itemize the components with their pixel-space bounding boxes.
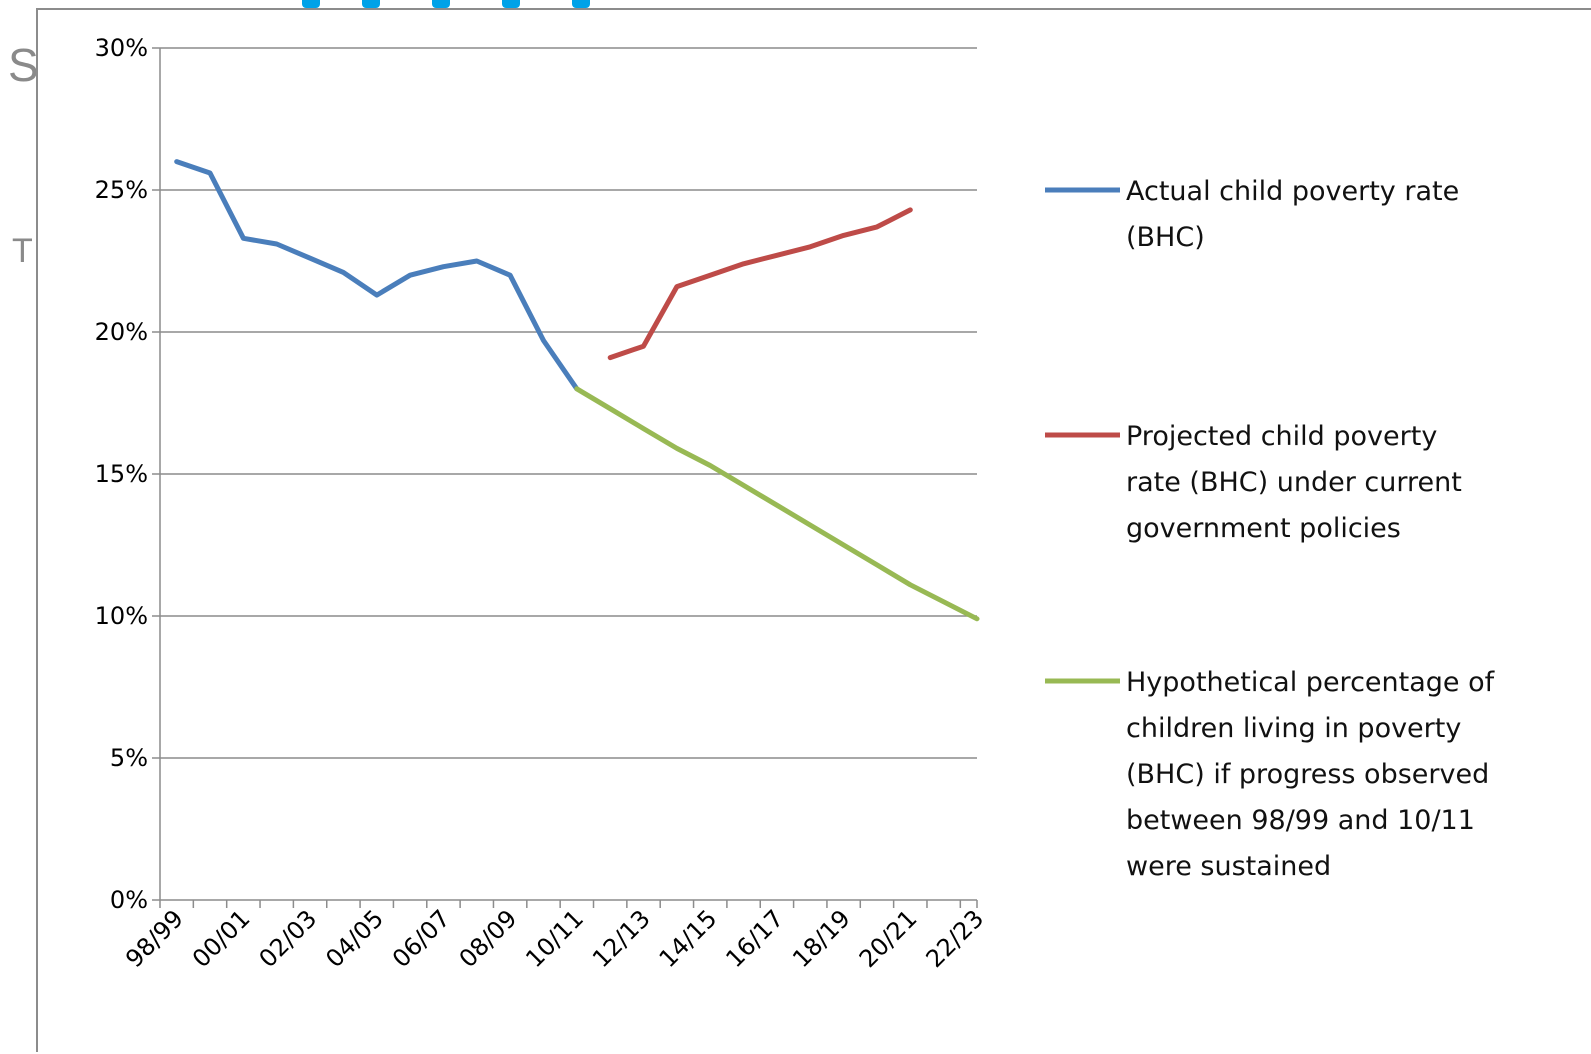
y-tick-label: 25% [95,176,148,204]
chart-panel: 0% 5% 10% 15% 20% 25% 30% 98/99 00/01 02/03 04/05 0… [36,8,1591,1052]
x-tick-label: 06/07 [387,904,456,973]
legend-label: were sustained [1126,851,1331,882]
y-tick-label: 30% [95,34,148,62]
axes: 0%5%10%15%20%25%30%98/9900/0102/0304/050… [95,34,990,973]
y-tick-label: 10% [95,602,148,630]
x-tick-label: 04/05 [320,904,389,973]
x-tick-label: 18/19 [787,904,856,973]
x-tick-label: 20/21 [854,904,923,973]
gridlines [160,47,977,901]
series-line-2 [607,207,913,361]
line-chart: 0%5%10%15%20%25%30%98/9900/0102/0304/050… [95,34,1496,973]
legend-label: Actual child poverty rate [1126,176,1459,207]
x-tick-label: 98/99 [120,904,189,973]
x-tick-label: 14/15 [654,904,723,973]
y-tick-label: 0% [110,886,148,914]
legend-label: Hypothetical percentage of [1126,667,1496,698]
series-lines [174,159,980,622]
y-tick-label: 15% [95,460,148,488]
y-tick-label: 20% [95,318,148,346]
slide-text-fragment: S [8,39,39,91]
x-tick-label: 16/17 [720,904,789,973]
slide-title-fragment [282,0,602,8]
legend: Actual child poverty rate (BHC) Projected … [1045,176,1496,882]
legend-label: (BHC) [1126,222,1205,253]
x-tick-label: 08/09 [454,904,523,973]
legend-label: children living in poverty [1126,713,1461,744]
series-line-3 [574,386,980,622]
series-line-1 [174,159,580,392]
x-tick-label: 00/01 [187,904,256,973]
slide-text-fragment: T [12,232,33,270]
y-tick-label: 5% [110,744,148,772]
x-tick-label: 10/11 [520,904,589,973]
legend-label: (BHC) if progress observed [1126,759,1489,790]
legend-label: Projected child poverty [1126,421,1437,452]
legend-label: between 98/99 and 10/11 [1126,805,1475,836]
legend-label: government policies [1126,513,1401,544]
x-tick-label: 12/13 [587,904,656,973]
x-tick-label: 22/23 [921,904,990,973]
legend-label: rate (BHC) under current [1126,467,1462,498]
x-tick-label: 02/03 [254,904,323,973]
